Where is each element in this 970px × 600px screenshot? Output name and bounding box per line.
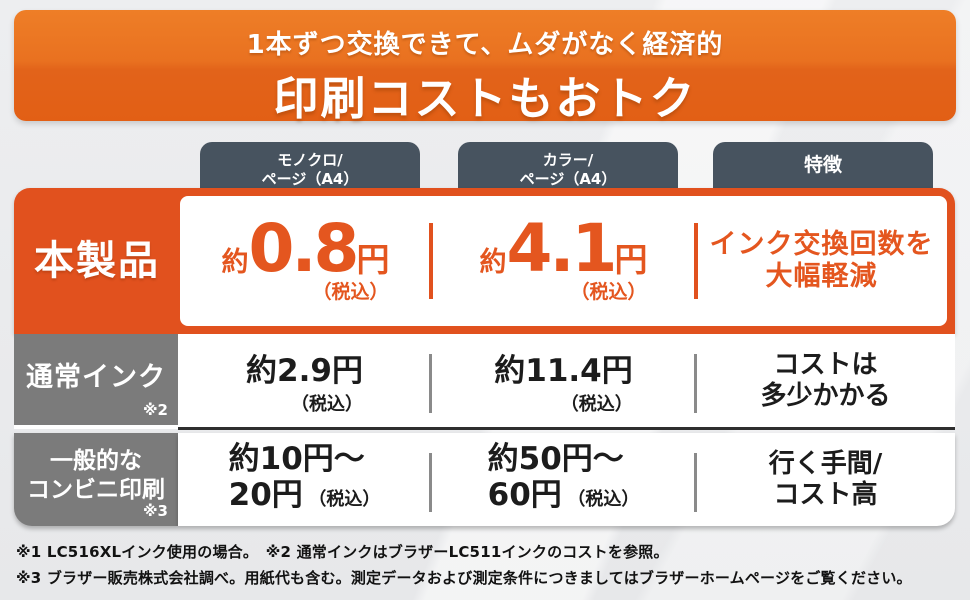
normal-feature-text: コストは 多少かかる	[760, 350, 890, 412]
product-color-unit: 円	[614, 239, 648, 279]
row-product-label: 本製品	[34, 238, 160, 284]
product-mono-value: 0.8	[248, 209, 360, 287]
convenience-color-tax-note: （税込）	[567, 489, 640, 510]
normal-feature-line1: コストは	[773, 349, 878, 380]
convenience-feature-line2: コスト高	[773, 479, 878, 510]
footnote-line1: ※1 LC516XLインク使用の場合。 ※2 通常インクはブラザーLC511イン…	[16, 543, 669, 561]
cell-product-color-cost: 約4.1円 （税込）	[431, 196, 698, 326]
normal-mono-tax-note: （税込）	[290, 394, 363, 415]
convenience-mono-line2: 20円	[228, 477, 303, 513]
column-header-mono-line1: モノクロ/	[277, 151, 343, 169]
cell-convenience-color-cost: 約50円～ 60円 （税込）	[431, 433, 697, 526]
footnote-line2: ※3 ブラザー販売株式会社調べ。用紙代も含む。測定データおよび測定条件につきまし…	[16, 569, 912, 587]
cell-normal-color-cost: 約11.4円 （税込）	[431, 334, 697, 427]
convenience-color-line1: 約50円～	[487, 441, 624, 477]
row-convenience-footnote-mark: ※3	[142, 502, 168, 520]
cell-convenience-feature: 行く手間/ コスト高	[696, 433, 955, 526]
normal-color-tax-note: （税込）	[560, 394, 633, 415]
normal-color-value: 約11.4円	[494, 353, 633, 389]
cell-product-mono-cost: 約0.8円 （税込）	[180, 196, 433, 326]
headline-banner: 1本ずつ交換できて、ムダがなく経済的 印刷コストもおトク	[14, 10, 956, 125]
row-convenience-content: 約10円～ 20円 （税込） 約50円～ 60円 （税込） 行く手間/ コスト高	[178, 433, 955, 526]
product-mono-unit: 円	[356, 239, 390, 279]
banner-subtitle: 1本ずつ交換できて、ムダがなく経済的	[246, 30, 724, 60]
product-color-price: 約4.1円 （税込）	[479, 215, 648, 304]
normal-mono-price: 約2.9円 （税込）	[246, 345, 363, 416]
product-mono-price: 約0.8円 （税込）	[221, 215, 390, 304]
normal-mono-value: 約2.9円	[246, 353, 363, 389]
convenience-mono-line1: 約10円～	[228, 441, 365, 477]
convenience-color-line2: 60円	[487, 477, 562, 513]
product-feature-line2: 大幅軽減	[765, 261, 878, 292]
cell-normal-feature: コストは 多少かかる	[696, 334, 955, 427]
normal-feature-line2: 多少かかる	[760, 380, 891, 411]
cell-convenience-mono-cost: 約10円～ 20円 （税込）	[178, 433, 432, 526]
footnotes: ※1 LC516XLインク使用の場合。 ※2 通常インクはブラザーLC511イン…	[16, 539, 912, 591]
convenience-mono-price: 約10円～ 20円 （税込）	[229, 441, 381, 518]
cell-normal-mono-cost: 約2.9円 （税込）	[178, 334, 432, 427]
product-color-value: 4.1	[506, 209, 618, 287]
row-product-content: 約0.8円 （税込） 約4.1円 （税込） インク交換回数を 大幅軽減	[180, 196, 947, 326]
banner-title: 印刷コストもおトク	[273, 72, 697, 125]
product-color-prefix: 約	[479, 246, 507, 278]
column-header-color-line2: ページ（A4）	[519, 170, 617, 188]
column-header-color-line1: カラー/	[542, 151, 594, 169]
cell-product-feature: インク交換回数を 大幅軽減	[696, 196, 947, 326]
row-normal-ink-label: 通常インク	[26, 362, 166, 393]
product-feature-line1: インク交換回数を	[709, 229, 934, 260]
row-normal-ink-content: 約2.9円 （税込） 約11.4円 （税込） コストは 多少かかる	[178, 334, 955, 430]
convenience-feature-text: 行く手間/ コスト高	[769, 449, 883, 511]
column-header-feature-label: 特徴	[803, 154, 842, 176]
row-normal-ink-label-cell: 通常インク ※2	[14, 334, 178, 429]
row-convenience-label-cell: 一般的な コンビニ印刷 ※3	[14, 433, 178, 526]
normal-color-price: 約11.4円 （税込）	[494, 345, 633, 416]
product-feature-text: インク交換回数を 大幅軽減	[710, 229, 934, 293]
row-normal-ink-footnote-mark: ※2	[142, 401, 168, 419]
row-product: 本製品 ※1 約0.8円 （税込） 約4.1円 （税込） インク交換回数を	[14, 188, 955, 334]
row-product-label-cell: 本製品	[14, 188, 180, 334]
convenience-mono-tax-note: （税込）	[308, 489, 381, 510]
product-mono-prefix: 約	[221, 246, 249, 278]
row-convenience-label-line1: 一般的な	[50, 447, 142, 474]
row-convenience-label-line2: コンビニ印刷	[27, 476, 165, 503]
convenience-feature-line1: 行く手間/	[768, 448, 883, 479]
column-header-mono-line2: ページ（A4）	[261, 170, 359, 188]
convenience-color-price: 約50円～ 60円 （税込）	[488, 441, 640, 518]
